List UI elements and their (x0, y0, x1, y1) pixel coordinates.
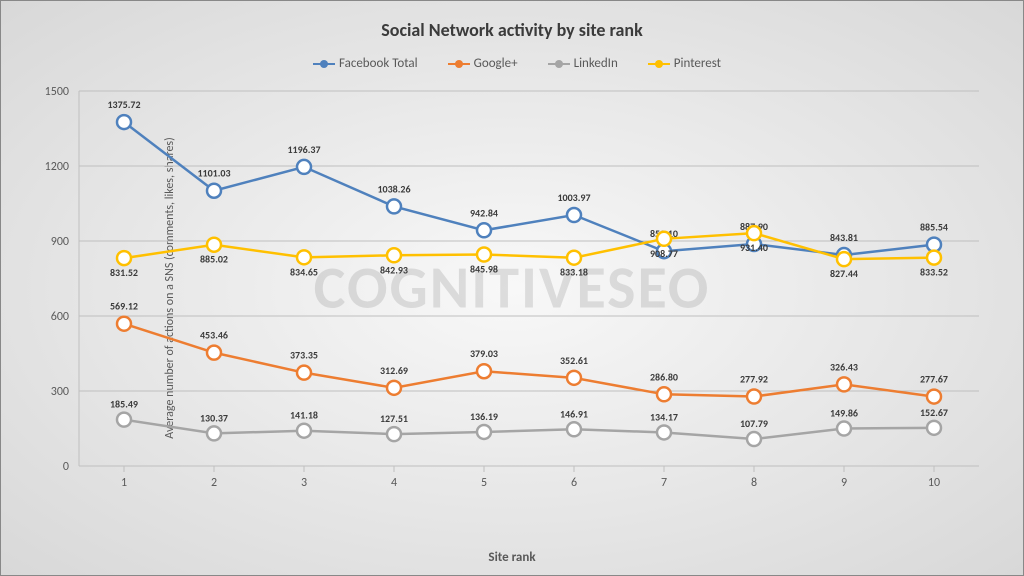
svg-text:0: 0 (63, 460, 69, 474)
legend: Facebook Total Google+ LinkedIn Pinterest (1, 56, 1023, 71)
svg-text:827.44: 827.44 (830, 267, 858, 280)
svg-text:833.18: 833.18 (560, 266, 588, 279)
svg-text:942.84: 942.84 (470, 206, 498, 219)
svg-text:600: 600 (51, 310, 69, 324)
svg-text:277.92: 277.92 (740, 373, 768, 386)
svg-text:185.49: 185.49 (110, 398, 138, 411)
svg-text:569.12: 569.12 (110, 300, 138, 313)
svg-text:834.65: 834.65 (290, 265, 318, 278)
svg-text:1200: 1200 (45, 160, 69, 174)
svg-text:5: 5 (481, 476, 487, 490)
series-facebook-total: 1375.72 1101.03 1196.37 1038.26 942.84 1003.9… (107, 98, 948, 262)
svg-text:885.54: 885.54 (920, 221, 948, 234)
legend-item: Pinterest (638, 56, 721, 71)
svg-text:1196.37: 1196.37 (287, 143, 320, 156)
chart-container: COGNITIVESEO Social Network activity by … (0, 0, 1024, 576)
svg-text:843.81: 843.81 (830, 231, 858, 244)
svg-text:1500: 1500 (45, 85, 69, 99)
svg-text:8: 8 (751, 476, 757, 490)
series-linkedin: 185.49 130.37 141.18 127.51 136.19 146.91 134.… (110, 398, 948, 446)
svg-text:352.61: 352.61 (560, 354, 588, 367)
svg-text:107.79: 107.79 (740, 417, 768, 430)
x-axis-label: Site rank (1, 550, 1023, 565)
svg-text:7: 7 (661, 476, 667, 490)
svg-text:130.37: 130.37 (200, 411, 228, 424)
svg-text:4: 4 (391, 476, 397, 490)
svg-text:134.17: 134.17 (650, 410, 678, 423)
svg-text:1: 1 (121, 476, 127, 490)
svg-text:1003.97: 1003.97 (557, 191, 590, 204)
svg-text:831.52: 831.52 (110, 266, 138, 279)
svg-text:277.67: 277.67 (920, 373, 948, 386)
legend-item: Facebook Total (303, 56, 418, 71)
svg-text:1101.03: 1101.03 (197, 167, 230, 180)
svg-text:6: 6 (571, 476, 577, 490)
svg-text:1375.72: 1375.72 (107, 98, 140, 111)
plot-svg: 030060090012001500123456789101375.721101… (79, 91, 979, 501)
svg-text:900: 900 (51, 235, 69, 249)
svg-text:931.40: 931.40 (740, 241, 768, 254)
svg-text:146.91: 146.91 (560, 407, 588, 420)
svg-text:3: 3 (301, 476, 307, 490)
legend-item: LinkedIn (538, 56, 618, 71)
svg-text:152.67: 152.67 (920, 406, 948, 419)
svg-text:885.02: 885.02 (200, 253, 228, 266)
svg-text:149.86: 149.86 (830, 407, 858, 420)
svg-text:136.19: 136.19 (470, 410, 498, 423)
svg-text:286.80: 286.80 (650, 370, 678, 383)
plot-area: 030060090012001500123456789101375.721101… (79, 91, 979, 501)
svg-text:141.18: 141.18 (290, 409, 318, 422)
chart-title: Social Network activity by site rank (1, 19, 1023, 41)
svg-text:312.69: 312.69 (380, 364, 408, 377)
svg-text:373.35: 373.35 (290, 349, 318, 362)
svg-text:300: 300 (51, 385, 69, 399)
series-pinterest: 831.52 885.02 834.65 842.93 845.98 833.18 908.… (110, 226, 948, 280)
svg-text:10: 10 (928, 476, 940, 490)
svg-text:326.43: 326.43 (830, 360, 858, 373)
svg-text:842.93: 842.93 (380, 263, 408, 276)
svg-text:833.52: 833.52 (920, 266, 948, 279)
svg-text:1038.26: 1038.26 (377, 182, 410, 195)
svg-text:2: 2 (211, 476, 217, 490)
svg-text:453.46: 453.46 (200, 329, 228, 342)
svg-text:845.98: 845.98 (470, 263, 498, 276)
series-google-: 569.12 453.46 373.35 312.69 379.03 352.61 286.… (110, 300, 948, 404)
legend-item: Google+ (438, 56, 518, 71)
svg-text:9: 9 (841, 476, 847, 490)
svg-text:127.51: 127.51 (380, 412, 408, 425)
svg-text:908.77: 908.77 (650, 247, 678, 260)
svg-text:379.03: 379.03 (470, 347, 498, 360)
